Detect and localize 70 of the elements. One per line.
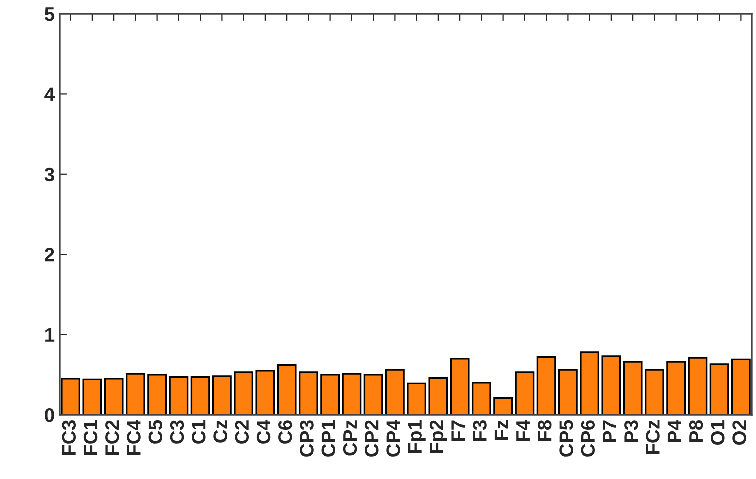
x-tick-label: Fp1 <box>408 420 426 454</box>
x-tick-label: C6 <box>278 420 292 444</box>
x-tick-label: C5 <box>148 420 163 444</box>
bar <box>104 378 124 415</box>
x-tick-label: CP1 <box>322 420 336 457</box>
bar <box>277 364 297 415</box>
x-tick-label: Cz <box>214 420 228 443</box>
x-tick-label: CP4 <box>386 420 400 457</box>
bar <box>82 378 102 415</box>
x-tick-label: C1 <box>192 420 206 444</box>
bar <box>126 373 146 415</box>
bar <box>234 372 254 415</box>
bar <box>256 370 276 415</box>
x-tick-label: FC3 <box>62 420 76 456</box>
bar <box>190 376 210 415</box>
bar <box>428 377 448 415</box>
x-tick-label: FC4 <box>127 420 141 456</box>
bar <box>602 356 622 415</box>
bar <box>169 376 189 415</box>
bar <box>580 352 600 415</box>
x-tick-label: C2 <box>235 420 250 444</box>
x-tick-label: FC1 <box>84 420 98 456</box>
bar <box>710 364 730 415</box>
x-tick-label: P3 <box>624 420 638 442</box>
bar <box>536 356 556 415</box>
x-tick-label: CP3 <box>300 420 314 457</box>
x-tick-label: CP2 <box>365 420 379 457</box>
bar <box>494 397 514 415</box>
bar <box>385 369 405 415</box>
x-tick-label: Fz <box>494 420 508 440</box>
bar <box>515 372 535 415</box>
x-tick-label: C4 <box>256 420 271 444</box>
x-tick-label: FC2 <box>106 420 120 456</box>
x-tick-label: C3 <box>170 420 184 444</box>
x-tick-label: O2 <box>732 420 746 445</box>
x-tick-label: F8 <box>538 420 552 442</box>
bar <box>450 358 470 415</box>
bar <box>342 373 362 415</box>
x-tick-label: F7 <box>452 420 466 442</box>
y-tick-label: 2 <box>45 248 54 262</box>
bar <box>623 361 643 415</box>
bar <box>472 382 492 415</box>
bar <box>731 358 751 415</box>
x-tick-label: O1 <box>711 420 725 445</box>
y-tick-label: 1 <box>46 328 55 342</box>
x-tick-label: P8 <box>689 420 704 442</box>
bar <box>688 357 708 415</box>
x-tick-label: Fp2 <box>430 420 448 454</box>
bar <box>320 374 340 415</box>
x-tick-label: P4 <box>668 420 682 442</box>
bar <box>644 369 664 415</box>
x-tick-label: CPz <box>343 420 358 456</box>
y-tick-label: 4 <box>44 88 56 102</box>
bar <box>298 372 318 415</box>
y-tick-label: 3 <box>44 168 54 182</box>
x-tick-label: F4 <box>516 420 530 442</box>
y-tick-label: 5 <box>44 8 55 22</box>
bar <box>666 361 686 415</box>
bar <box>558 369 578 415</box>
bar <box>148 374 168 415</box>
x-tick-label: FCz <box>646 420 660 454</box>
bar <box>407 382 427 415</box>
bar <box>364 374 384 415</box>
x-tick-label: P7 <box>603 420 616 442</box>
bar <box>61 378 81 415</box>
x-tick-label: F3 <box>473 420 487 442</box>
x-tick-label: CP5 <box>560 420 574 457</box>
bar <box>212 376 232 415</box>
x-tick-label: CP6 <box>581 420 596 457</box>
y-tick-label: 0 <box>45 408 54 422</box>
